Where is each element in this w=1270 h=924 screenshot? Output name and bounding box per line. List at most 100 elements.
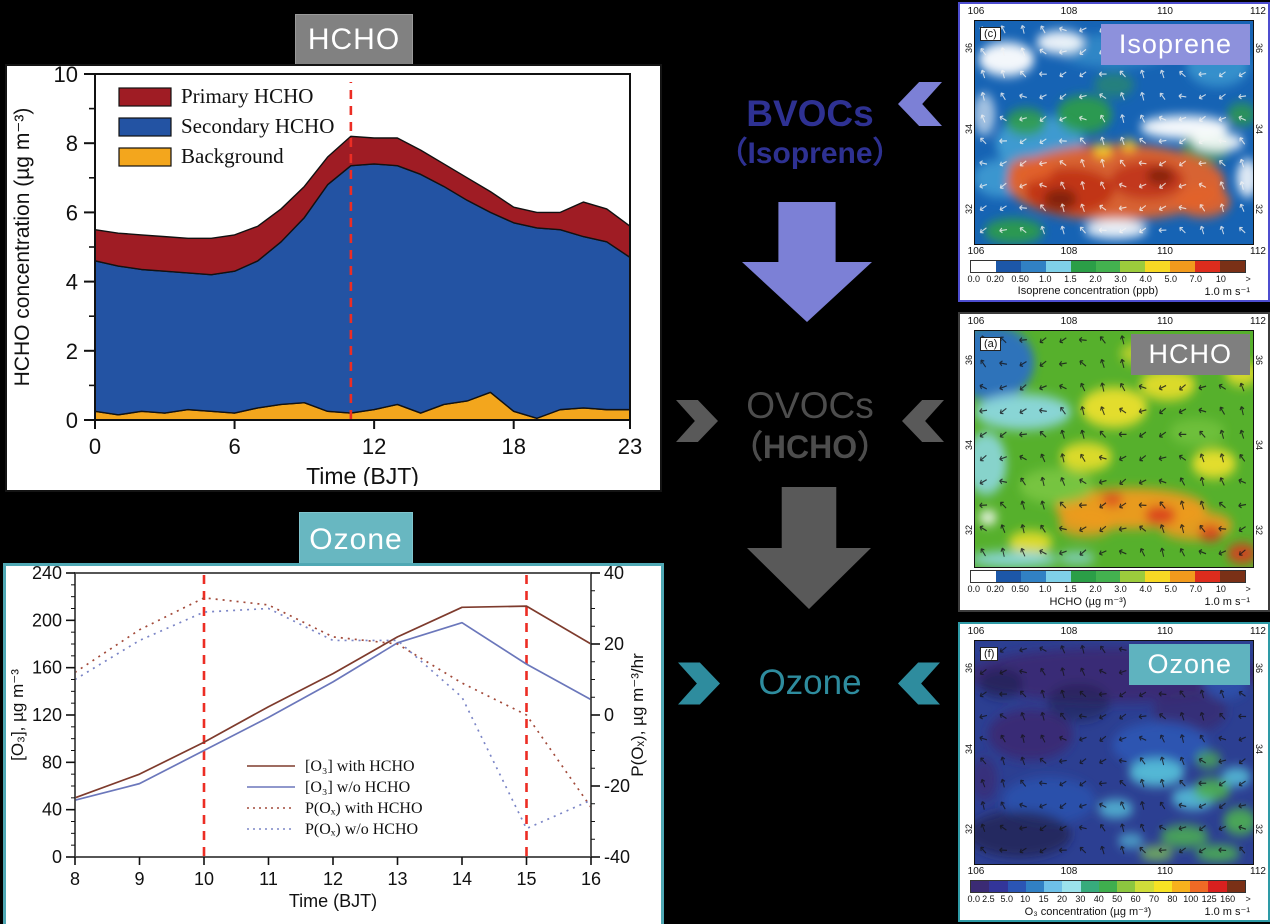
- colorbar-segment: [1170, 571, 1196, 582]
- flow-label-ovocs: OVOCs （HCHO）: [700, 384, 920, 467]
- colorbar-tick-label: 7.0: [1189, 274, 1203, 284]
- colorbar-tick-label: 2.5: [982, 894, 995, 904]
- colorbar-tick-label: 40: [1093, 894, 1104, 904]
- colorbar-segment: [971, 571, 996, 582]
- colorbar-segment: [1062, 881, 1081, 892]
- svg-text:Background: Background: [181, 144, 284, 168]
- svg-text:8: 8: [70, 869, 80, 889]
- colorbar-tick-label: 50: [1112, 894, 1123, 904]
- colorbar-segment: [1171, 881, 1191, 892]
- colorbar-tick-label: 10: [1020, 894, 1031, 904]
- iso-colorbar-caption-row: Isoprene concentration (ppb) 1.0 m s⁻¹: [964, 285, 1264, 298]
- colorbar-segment: [1020, 261, 1046, 272]
- colorbar-segment: [995, 571, 1021, 582]
- o3-colorbar: [970, 880, 1246, 893]
- o3-panel-letter: (f): [980, 647, 999, 661]
- latitude-tick-label: 32: [964, 823, 975, 834]
- svg-text:23: 23: [618, 434, 642, 459]
- hcho-colorbar-caption-row: HCHO (µg m⁻³) 1.0 m s⁻¹: [964, 595, 1264, 608]
- flow-label-bvocs: BVOCs （Isoprene）: [690, 92, 930, 172]
- longitude-tick-label: 112: [1250, 316, 1266, 327]
- svg-text:40: 40: [604, 566, 624, 583]
- latitude-tick-label: 36: [1253, 354, 1264, 365]
- latitude-tick-label: 34: [964, 123, 975, 134]
- longitude-tick-label: 106: [967, 316, 985, 327]
- colorbar-tick-label: 1.5: [1064, 274, 1077, 284]
- svg-text:P(Oₓ) with HCHO: P(Oₓ) with HCHO: [305, 800, 423, 817]
- svg-text:240: 240: [32, 566, 62, 583]
- ozone-chart-panel: 0 40 80 120 160 200 240 -40 -20 0 20 40 8 9 10 11 12 13 14…: [3, 563, 664, 924]
- hcho-panel-letter: (a): [980, 337, 1002, 351]
- colorbar-tick-label: 70: [1148, 894, 1160, 904]
- svg-text:Time (BJT): Time (BJT): [306, 463, 419, 486]
- svg-text:18: 18: [501, 434, 525, 459]
- colorbar-tick-label: 4.0: [1139, 584, 1152, 594]
- colorbar-segment: [1007, 881, 1026, 892]
- colorbar-tick-label: 60: [1130, 894, 1141, 904]
- svg-text:12: 12: [362, 434, 386, 459]
- svg-text:40: 40: [42, 800, 62, 820]
- colorbar-segment: [1045, 571, 1071, 582]
- flow-label-ozone: Ozone: [758, 663, 862, 702]
- longitude-tick-label: 106: [967, 626, 985, 637]
- iso-colorbar-tick-labels: 0.0 0.20 0.50 1.0 1.5 2.0 3.0 4.0 5.0 7.0 10 >: [967, 274, 1250, 284]
- longitude-tick-label: 106: [967, 6, 985, 17]
- chevron-right-from-ozone-chart-icon: [678, 662, 720, 705]
- iso-map-top-longitude-ticks: 106 108 110 112: [964, 6, 1266, 19]
- o3-map-bottom-longitude-ticks: 106 108 110 112: [964, 866, 1266, 879]
- iso-wind-reference-label: 1.0 m s⁻¹: [1204, 286, 1250, 298]
- hcho-chart-panel: 0 2 4 6 8 10 0 6 12 18 23 Time (BJT) HCHO concentrat…: [5, 64, 662, 492]
- longitude-tick-label: 110: [1157, 6, 1173, 17]
- chevron-left-from-ozone-map-icon: [898, 662, 940, 705]
- hcho-colorbar-caption: HCHO (µg m⁻³): [1049, 596, 1127, 608]
- hcho-map-top-longitude-ticks: 106 108 110 112: [964, 316, 1266, 329]
- colorbar-segment: [1070, 571, 1096, 582]
- colorbar-segment: [1045, 261, 1071, 272]
- svg-text:9: 9: [134, 869, 144, 889]
- svg-text:Secondary HCHO: Secondary HCHO: [181, 114, 334, 138]
- svg-text:Time (BJT): Time (BJT): [289, 891, 377, 911]
- svg-text:10: 10: [194, 869, 214, 889]
- colorbar-tick-label: 0.0: [967, 894, 981, 904]
- arrow-down-ovocs-to-ozone-icon: [747, 487, 871, 609]
- svg-text:Primary HCHO: Primary HCHO: [181, 84, 313, 108]
- hcho-colorbar-tick-labels: 0.0 0.20 0.50 1.0 1.5 2.0 3.0 4.0 5.0 7.0 10 >: [967, 584, 1250, 594]
- hcho-map-panel: 106 108 110 112 (a) HCHO 36 36 34 34 32 32 0.0 0.20 0.…: [958, 312, 1270, 612]
- colorbar-segment: [1120, 261, 1146, 272]
- colorbar-tick-label: 100: [1183, 894, 1199, 904]
- latitude-tick-label: 34: [1253, 123, 1264, 134]
- colorbar-tick-label: 0.50: [1011, 274, 1029, 284]
- hcho-wind-reference-label: 1.0 m s⁻¹: [1204, 596, 1250, 608]
- longitude-tick-label: 110: [1157, 316, 1173, 327]
- latitude-tick-label: 34: [964, 439, 975, 450]
- colorbar-tick-label: 7.0: [1189, 584, 1203, 594]
- longitude-tick-label: 112: [1250, 626, 1266, 637]
- colorbar-tick-label: 5.0: [1164, 274, 1177, 284]
- colorbar-tick-label: 20: [1056, 894, 1068, 904]
- svg-text:0: 0: [66, 408, 78, 433]
- iso-panel-letter: (c): [980, 27, 1001, 41]
- o3-colorbar-tick-labels: 0.0 2.5 5.0 10 15 20 30 40 50 60 70 80 100 125 160 >: [967, 894, 1250, 904]
- svg-text:P(Oₓ) w/o HCHO: P(Oₓ) w/o HCHO: [305, 821, 418, 838]
- latitude-tick-label: 36: [964, 354, 975, 365]
- svg-text:14: 14: [452, 869, 472, 889]
- colorbar-segment: [1095, 571, 1121, 582]
- colorbar-tick-label: 30: [1075, 894, 1086, 904]
- colorbar-segment: [1195, 261, 1221, 272]
- colorbar-segment: [1226, 881, 1245, 892]
- svg-text:HCHO concentration (µg m⁻³): HCHO concentration (µg m⁻³): [11, 108, 34, 387]
- o3-map-badge: Ozone: [1129, 644, 1250, 685]
- hcho-map-image: (a) HCHO 36 36 34 34 32 32: [964, 330, 1264, 568]
- svg-text:[O₃] with HCHO: [O₃] with HCHO: [305, 758, 415, 775]
- svg-text:8: 8: [66, 131, 78, 156]
- svg-text:0: 0: [52, 847, 62, 867]
- svg-text:20: 20: [604, 634, 624, 654]
- colorbar-tick-label: 160: [1220, 894, 1236, 904]
- latitude-tick-label: 36: [964, 663, 975, 674]
- isoprene-map-panel: 106 108 110 112 (c) Isoprene 36 36 34 34 32 32 106 10…: [958, 2, 1270, 302]
- longitude-tick-label: 108: [1060, 316, 1078, 327]
- hcho-chart-title: HCHO: [295, 14, 413, 66]
- longitude-tick-label: 112: [1250, 866, 1266, 877]
- colorbar-segment: [995, 261, 1021, 272]
